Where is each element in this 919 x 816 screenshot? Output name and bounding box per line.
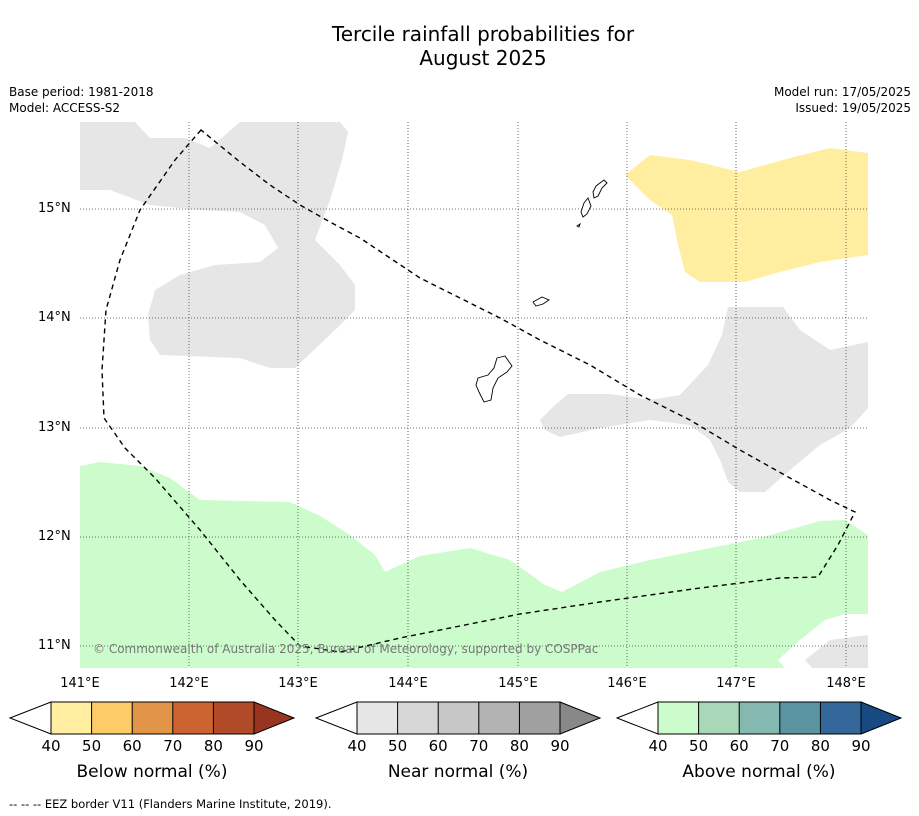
title-line-1: Tercile rainfall probabilities for [331,22,635,46]
legend-above-normal [615,701,903,735]
below-swatch-1 [91,702,133,734]
below-tick-90: 90 [244,737,264,755]
lon-label-145: 145°E [498,676,538,691]
above-swatch-2 [739,702,780,734]
near-tick-60: 60 [428,737,448,755]
legend-title-above: Above normal (%) [682,762,836,782]
title-line-2: August 2025 [419,46,547,70]
above-swatch-3 [779,702,821,734]
above-swatch-4 [820,702,861,734]
below-tick-50: 50 [82,737,102,755]
guam-island [475,355,513,403]
lon-label-143: 143°E [278,676,318,691]
map-title: Tercile rainfall probabilities for Augus… [0,22,919,70]
above-swatch-0 [658,702,699,734]
near-tick-90: 90 [550,737,570,755]
near-swatch-3 [478,702,520,734]
near-normal-region-nw [80,122,355,368]
below-tick-70: 70 [163,737,183,755]
lon-label-142: 142°E [169,676,209,691]
rota-island [532,296,550,307]
above-tick-70: 70 [770,737,790,755]
lat-label-14: 14°N [38,310,71,325]
near-tick-80: 80 [509,737,529,755]
near-swatch-0 [357,702,398,734]
above-swatch-1 [698,702,740,734]
above-tick-60: 60 [729,737,749,755]
below-tick-80: 80 [203,737,223,755]
lat-label-13: 13°N [38,420,71,435]
legend-title-below: Below normal (%) [76,762,228,782]
below-swatch-3 [172,702,214,734]
tinian-island [580,197,592,218]
model-name: Model: ACCESS-S2 [9,101,121,115]
graticule [80,122,868,668]
lat-label-15: 15°N [38,201,71,216]
near-tick-40: 40 [347,737,367,755]
below-normal-region [625,148,868,282]
below-swatch-4 [213,702,254,734]
model-run: Model run: 17/05/2025 [773,85,911,99]
lon-label-148: 148°E [826,676,866,691]
below-swatch-0 [51,702,92,734]
below-tick-60: 60 [122,737,142,755]
near-swatch-1 [397,702,439,734]
base-period: Base period: 1981-2018 [9,85,154,99]
lat-label-11: 11°N [38,638,71,653]
above-normal-region [80,462,868,668]
issued-date: Issued: 19/05/2025 [795,101,911,115]
lon-label-146: 146°E [607,676,647,691]
coastlines [475,179,608,403]
above-tick-90: 90 [851,737,871,755]
meta-right: Model run: 17/05/2025 Issued: 19/05/2025 [774,84,911,116]
lon-label-147: 147°E [716,676,756,691]
lat-label-12: 12°N [38,529,71,544]
lon-label-144: 144°E [388,676,428,691]
copyright-credit: © Commonwealth of Australia 2025, Bureau… [93,642,599,656]
near-normal-region-se [805,635,868,668]
near-swatch-4 [519,702,560,734]
below-swatch-2 [132,702,173,734]
saipan-island [592,179,608,199]
near-swatch-2 [438,702,479,734]
lon-label-141: 141°E [60,676,100,691]
aguijan-island [576,222,581,228]
meta-left: Base period: 1981-2018 Model: ACCESS-S2 [9,84,154,116]
legend-title-near: Near normal (%) [387,762,529,782]
above-tick-80: 80 [810,737,830,755]
near-tick-70: 70 [469,737,489,755]
above-tick-50: 50 [689,737,709,755]
legend-below-normal [8,701,296,735]
near-normal-region-east [540,307,868,492]
legend-near-normal [314,701,602,735]
above-tick-40: 40 [648,737,668,755]
near-tick-50: 50 [388,737,408,755]
below-tick-40: 40 [41,737,61,755]
eez-footnote: -- -- -- EEZ border V11 (Flanders Marine… [9,797,332,811]
